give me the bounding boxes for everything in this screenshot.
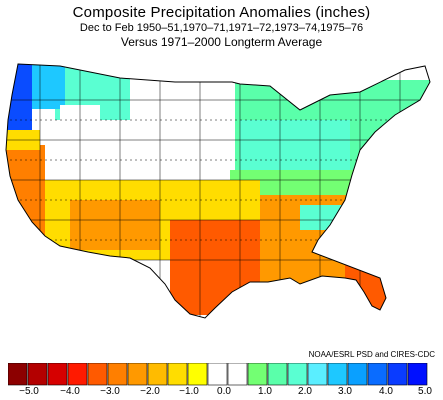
colorbar-tick-label: 2.0 (298, 386, 312, 397)
map-baseline: Versus 1971–2000 Longterm Average (120, 35, 323, 49)
us-outline (5, 63, 431, 319)
colorbar-tick-label: 3.0 (338, 386, 352, 397)
colorbar-cell (127, 363, 148, 386)
colorbar-cell (387, 363, 408, 386)
colorbar-cell (67, 363, 88, 386)
colorbar-cell (267, 363, 288, 386)
colorbar-tick-label: 4.0 (379, 386, 393, 397)
colorbar-tick-label: −3.0 (100, 386, 120, 397)
colorbar-cell (147, 363, 168, 386)
colorbar-cell (307, 363, 328, 386)
colorbar-cell (207, 363, 228, 386)
colorbar-cell (107, 363, 128, 386)
colorbar-cell (8, 363, 28, 386)
region-florida (345, 255, 390, 315)
colorbar-tick-label: −1.0 (179, 386, 199, 397)
colorbar-cell (287, 363, 308, 386)
region-california (6, 145, 45, 255)
colorbar-tick-label: −2.0 (140, 386, 160, 397)
region-washington-cascades (30, 64, 65, 109)
colorbar-cell (87, 363, 108, 386)
colorbar-cell (47, 363, 68, 386)
colorbar-cell (187, 363, 208, 386)
map-subtitle: Dec to Feb 1950–51,1970–71,1971–72,1973–… (79, 22, 364, 34)
region-texas-gulf (170, 220, 270, 315)
colorbar-cell (167, 363, 188, 386)
colorbar-tick-label: 5.0 (418, 386, 432, 397)
colorbar-tick-label: 1.0 (258, 386, 272, 397)
colorbar-cell (327, 363, 348, 386)
colorbar-cell (247, 363, 268, 386)
colorbar-tick-label: 0.0 (217, 386, 231, 397)
data-credit: NOAA/ESRL PSD and CIRES-CDC (308, 350, 435, 359)
colorbar-cell (347, 363, 368, 386)
colorbar-cell (407, 363, 428, 386)
colorbar-cell (227, 363, 248, 386)
colorbar-cell (27, 363, 48, 386)
colorbar-tick-label: −5.0 (19, 386, 39, 397)
region-pacific-northwest-coast (6, 64, 32, 132)
colorbar-tick-label: −4.0 (60, 386, 80, 397)
color-scale-bar (8, 363, 428, 386)
map-title: Composite Precipitation Anomalies (inche… (72, 4, 371, 21)
us-anomaly-map (5, 63, 431, 319)
colorbar-cell (367, 363, 388, 386)
